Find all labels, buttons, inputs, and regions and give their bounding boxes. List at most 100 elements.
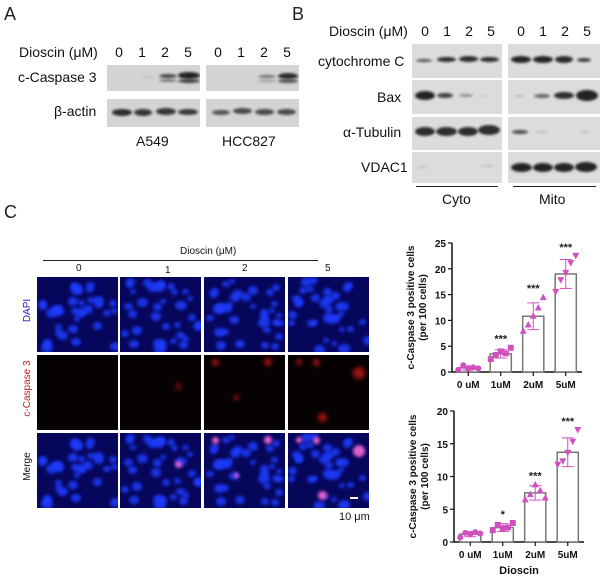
panel-a-letter: A <box>4 4 17 24</box>
scale-bar <box>350 497 358 499</box>
svg-text:***: *** <box>559 242 573 254</box>
lane-label: 5 <box>184 44 192 60</box>
svg-text:1uM: 1uM <box>491 380 511 391</box>
lane-label: 5 <box>283 44 291 60</box>
lane-label: 2 <box>161 44 169 60</box>
row-label-c-caspase3: c-Caspase 3 <box>22 360 33 417</box>
column-label-1: 1 <box>165 265 171 276</box>
blot-mito-bax <box>508 80 600 114</box>
bar-chart-2-svg: 0 5 10 15 20 0 uM 1uM * 2uM *** 5uM *** Dioscin c-Cas… <box>408 407 584 577</box>
lane-label: 2 <box>260 44 268 60</box>
cell-line-hcc827: HCC827 <box>222 133 276 149</box>
lane-label: 1 <box>138 44 146 60</box>
c-caspase3-image-0 <box>37 355 118 430</box>
svg-text:10: 10 <box>437 473 449 484</box>
row-label-beta-actin: β-actin <box>54 103 97 119</box>
blot-hcc827-actin <box>206 99 299 127</box>
dapi-image-0 <box>37 277 118 352</box>
svg-text:1uM: 1uM <box>493 550 513 561</box>
c-caspase3-image-2 <box>204 355 285 430</box>
row-label-alpha-tubulin: α-Tubulin <box>343 124 402 140</box>
svg-text:15: 15 <box>435 291 447 302</box>
mito-bracket-line <box>513 186 596 187</box>
blot-cyto-bax <box>412 80 502 114</box>
lane-label: 1 <box>443 23 451 39</box>
scale-bar-label: 10 μm <box>339 511 370 523</box>
panel-b-lanes-mito: 0 1 2 5 <box>511 23 597 39</box>
cyto-bracket-line <box>416 186 498 187</box>
lane-label: 0 <box>421 23 429 39</box>
lane-label: 5 <box>583 23 591 39</box>
panel-c-treatment-label: Dioscin (μM) <box>180 246 237 257</box>
merge-image-1 <box>120 433 201 508</box>
fraction-mito-label: Mito <box>539 191 566 207</box>
bar-chart-2: 0 5 10 15 20 0 uM 1uM * 2uM *** 5uM *** Dioscin c-Cas… <box>380 395 603 580</box>
blot-mito-cytochrome-c <box>508 44 600 78</box>
row-label-cytochrome-c: cytochrome C <box>318 53 405 69</box>
blot-mito-vdac1 <box>508 152 600 183</box>
panel-b-treatment-label: Dioscin (μM) <box>329 23 408 39</box>
lane-label: 1 <box>237 44 245 60</box>
blot-hcc827-caspase3 <box>206 65 299 91</box>
lane-label: 5 <box>487 23 495 39</box>
row-label-bax: Bax <box>377 89 402 105</box>
merge-image-2 <box>204 433 285 508</box>
svg-text:10: 10 <box>435 316 447 327</box>
svg-text:0: 0 <box>442 538 448 549</box>
c-caspase3-image-1 <box>120 355 201 430</box>
panel-c-header-line <box>43 260 318 261</box>
fraction-cyto-label: Cyto <box>442 191 471 207</box>
row-label-merge: Merge <box>22 452 33 481</box>
svg-text:2uM: 2uM <box>523 380 543 391</box>
svg-text:0: 0 <box>440 368 446 379</box>
svg-text:0 uM: 0 uM <box>459 550 482 561</box>
lane-label: 2 <box>561 23 569 39</box>
column-label-0: 0 <box>76 263 82 274</box>
row-label-vdac1: VDAC1 <box>361 159 408 175</box>
blot-a549-actin <box>107 99 200 127</box>
svg-text:20: 20 <box>437 407 449 418</box>
dapi-image-1 <box>120 277 201 352</box>
lane-label: 2 <box>465 23 473 39</box>
blot-a549-caspase3 <box>107 65 200 91</box>
panel-a-lanes-hcc827: 0 1 2 5 <box>208 44 297 60</box>
merge-image-3 <box>288 433 369 508</box>
svg-text:(per 100 cells): (per 100 cells) <box>420 443 431 510</box>
svg-text:5uM: 5uM <box>556 380 576 391</box>
svg-text:*: * <box>501 509 506 521</box>
column-label-2: 2 <box>242 263 248 274</box>
dapi-image-2 <box>204 277 285 352</box>
svg-text:20: 20 <box>435 265 447 276</box>
svg-text:Dioscin: Dioscin <box>499 565 539 577</box>
panel-a-treatment-label: Dioscin (μM) <box>19 44 98 60</box>
lane-label: 0 <box>517 23 525 39</box>
svg-text:15: 15 <box>437 440 449 451</box>
blot-cyto-cytochrome-c <box>412 44 502 78</box>
svg-text:c-Caspase 3 positive cells: c-Caspase 3 positive cells <box>408 414 419 538</box>
svg-text:5: 5 <box>440 342 446 353</box>
dapi-image-3 <box>288 277 369 352</box>
svg-text:5: 5 <box>442 505 448 516</box>
svg-text:(per 100 cells): (per 100 cells) <box>418 274 429 341</box>
column-label-5: 5 <box>325 263 331 274</box>
lane-label: 1 <box>539 23 547 39</box>
blot-mito-alpha-tubulin <box>508 117 600 150</box>
cell-line-a549: A549 <box>136 133 169 149</box>
svg-text:2uM: 2uM <box>525 550 545 561</box>
svg-text:***: *** <box>561 416 575 428</box>
panel-b-lanes-cyto: 0 1 2 5 <box>415 23 501 39</box>
row-label-c-caspase3: c-Caspase 3 <box>18 69 97 85</box>
merge-image-0 <box>37 433 118 508</box>
lane-label: 0 <box>214 44 222 60</box>
svg-text:***: *** <box>527 283 541 295</box>
svg-text:***: *** <box>494 334 508 346</box>
row-label-dapi: DAPI <box>22 298 33 323</box>
lane-label: 0 <box>115 44 123 60</box>
svg-text:c-Caspase 3 positive cells: c-Caspase 3 positive cells <box>406 245 417 369</box>
blot-cyto-vdac1 <box>412 152 502 183</box>
blot-cyto-alpha-tubulin <box>412 117 502 150</box>
svg-text:25: 25 <box>435 239 447 250</box>
panel-b-letter: B <box>292 4 305 24</box>
panel-a-lanes-a549: 0 1 2 5 <box>109 44 198 60</box>
